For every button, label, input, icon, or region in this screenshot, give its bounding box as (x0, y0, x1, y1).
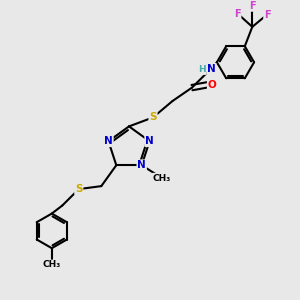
Text: S: S (149, 112, 157, 122)
Text: N: N (145, 136, 154, 146)
Text: O: O (208, 80, 217, 90)
Text: CH₃: CH₃ (153, 174, 171, 183)
Text: F: F (234, 9, 241, 19)
Text: N: N (207, 64, 216, 74)
Text: F: F (264, 10, 271, 20)
Text: S: S (75, 184, 82, 194)
Text: N: N (137, 160, 146, 170)
Text: F: F (249, 1, 256, 11)
Text: N: N (104, 136, 113, 146)
Text: H: H (198, 65, 206, 74)
Text: CH₃: CH₃ (43, 260, 61, 269)
